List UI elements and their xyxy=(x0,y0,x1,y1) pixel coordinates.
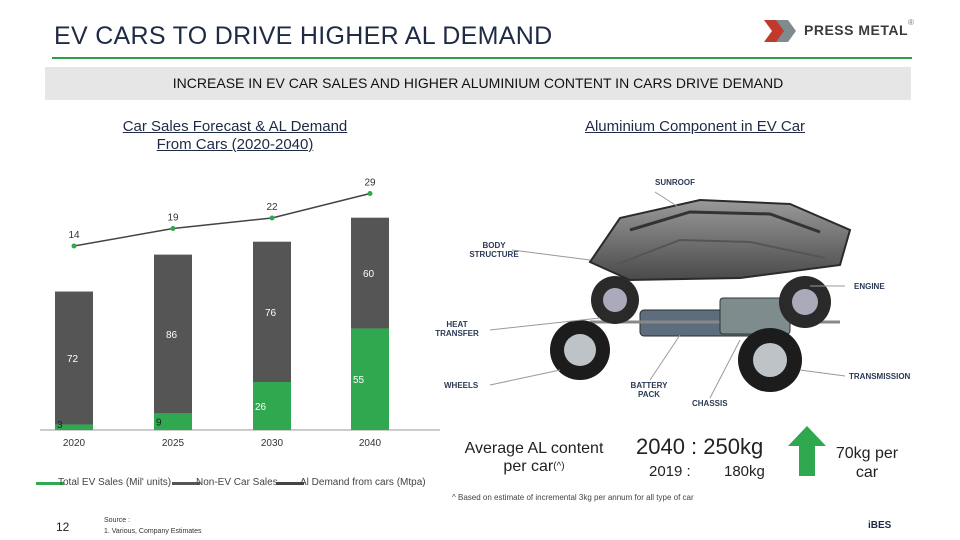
data-label-al-demand: 29 xyxy=(364,178,376,189)
label-battery-pack-line2: PACK xyxy=(637,390,661,399)
data-label-ev: 55 xyxy=(353,375,365,386)
bar-non-ev xyxy=(154,254,192,414)
bar-ev xyxy=(351,328,389,430)
value-2040: 250kg xyxy=(703,434,764,459)
label-body-structure: BODY STRUCTURE xyxy=(466,241,522,259)
increase-per-car-line1: 70kg per xyxy=(835,445,899,462)
point-al-demand xyxy=(367,191,373,196)
bar-ev xyxy=(55,424,93,430)
legend-swatch-ev xyxy=(36,482,64,485)
bar-ev xyxy=(253,382,291,430)
bar-non-ev xyxy=(351,217,389,329)
point-al-demand xyxy=(269,215,275,221)
year-2040-label: 2040 : xyxy=(636,434,698,459)
avg-al-content-line1: Average AL content xyxy=(464,440,604,457)
label-transmission: TRANSMISSION xyxy=(849,372,911,381)
increase-per-car-line2: car xyxy=(855,464,879,481)
label-heat-transfer: HEAT TRANSFER xyxy=(434,320,480,338)
label-body-structure-line1: BODY xyxy=(482,241,506,250)
x-tick-label: 2025 xyxy=(162,438,185,449)
legend-swatch-non-ev xyxy=(172,482,200,485)
data-label-al-demand: 14 xyxy=(68,230,80,241)
avg-al-content-line2: per car(^) xyxy=(444,458,624,476)
page-number: 12 xyxy=(56,520,70,534)
point-al-demand xyxy=(71,243,77,249)
press-metal-logo xyxy=(764,20,796,42)
chart-section-title-line1: Car Sales Forecast & AL Demand xyxy=(122,118,348,135)
up-arrow-icon xyxy=(788,426,826,476)
label-engine: ENGINE xyxy=(854,282,885,291)
x-tick-label: 2030 xyxy=(261,438,284,449)
label-body-structure-line2: STRUCTURE xyxy=(469,250,519,259)
bar-non-ev xyxy=(253,241,291,382)
component-section-title: Aluminium Component in EV Car xyxy=(584,118,806,135)
data-label-ev: 3 xyxy=(57,420,63,431)
label-wheels: WHEELS xyxy=(444,381,479,390)
logo-text: PRESS METAL xyxy=(804,22,909,38)
avg-al-content-label: Average AL content per car(^) xyxy=(444,440,624,476)
data-label-al-demand: 22 xyxy=(266,202,278,213)
title-divider xyxy=(52,57,912,59)
source-label: Source : xyxy=(104,517,131,524)
data-label-ev: 9 xyxy=(156,418,162,429)
label-chassis: CHASSIS xyxy=(692,399,728,408)
data-label-non-ev: 86 xyxy=(166,330,178,341)
data-label-ev: 26 xyxy=(255,402,267,413)
increase-per-car: 70kg per car xyxy=(826,444,908,482)
banner-background xyxy=(45,67,911,100)
label-heat-transfer-line1: HEAT xyxy=(446,320,468,329)
x-tick-label: 2020 xyxy=(63,438,86,449)
data-label-al-demand: 19 xyxy=(167,213,179,224)
avg-al-content-per-car: per car xyxy=(503,458,554,475)
source-item: 1. Various, Company Estimates xyxy=(104,528,202,535)
footnote: ^ Based on estimate of incremental 3kg p… xyxy=(452,493,694,502)
ev-car-illustration xyxy=(489,191,852,399)
bar-ev xyxy=(154,413,192,430)
bar-non-ev xyxy=(55,291,93,425)
legend-swatch-al-demand xyxy=(276,482,304,485)
legend-non-ev: Non-EV Car Sales xyxy=(196,477,278,488)
legend-al-demand: Al Demand from cars (Mtpa) xyxy=(300,477,426,488)
ibes-logo: iBES xyxy=(868,520,892,531)
car-sales-chart: 3 72 2020 9 86 2025 26 76 2030 55 60 2040 14 19 22 29 xyxy=(40,178,440,449)
label-battery-pack: BATTERY PACK xyxy=(624,381,674,399)
value-2019: 180kg xyxy=(724,463,765,480)
data-label-non-ev: 72 xyxy=(67,354,79,365)
data-label-non-ev: 60 xyxy=(363,269,375,280)
legend-ev: Total EV Sales (Mil' units) xyxy=(58,477,172,488)
chart-section-title: Car Sales Forecast & AL Demand From Cars… xyxy=(80,118,390,154)
banner-text: INCREASE IN EV CAR SALES AND HIGHER ALUM… xyxy=(172,75,784,91)
label-battery-pack-line1: BATTERY xyxy=(630,381,668,390)
avg-al-content-sup: (^) xyxy=(553,461,565,472)
x-tick-label: 2040 xyxy=(359,438,382,449)
chart-section-title-line2: From Cars (2020-2040) xyxy=(156,136,314,153)
point-al-demand xyxy=(170,226,176,231)
year-2019-label: 2019 : xyxy=(649,463,691,480)
page-title: EV CARS TO DRIVE HIGHER AL DEMAND xyxy=(54,22,553,50)
label-sunroof: SUNROOF xyxy=(655,178,695,187)
label-heat-transfer-line2: TRANSFER xyxy=(435,329,479,338)
logo-registered-mark: ® xyxy=(908,18,914,27)
line-al-demand xyxy=(73,192,371,247)
al-content-2040: 2040 : 250kg xyxy=(636,434,763,460)
data-label-non-ev: 76 xyxy=(265,308,277,319)
